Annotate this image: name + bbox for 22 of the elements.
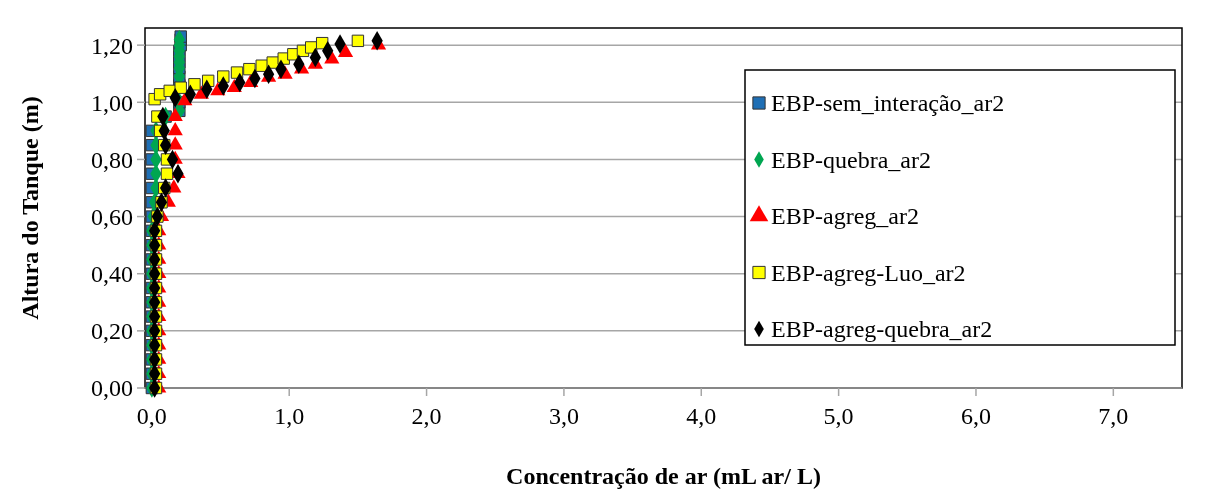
x-tick-label: 5,0 [823, 403, 854, 429]
x-tick-label: 0,0 [136, 403, 167, 429]
legend-label: EBP-agreg-quebra_ar2 [771, 316, 993, 343]
x-tick-label: 1,0 [274, 403, 305, 429]
y-tick-label: 1,00 [91, 89, 133, 116]
y-tick-label: 0,00 [91, 375, 133, 402]
y-axis-title: Altura do Tanque (m) [17, 96, 43, 320]
x-tick-label: 4,0 [686, 403, 717, 429]
y-tick-label: 0,40 [91, 261, 133, 288]
legend-label: EBP-agreg-Luo_ar2 [771, 259, 966, 286]
legend-label: EBP-sem_interação_ar2 [771, 90, 1005, 117]
legend-label: EBP-agreg_ar2 [771, 203, 919, 230]
x-tick-label: 6,0 [960, 403, 991, 429]
x-tick-label: 3,0 [548, 403, 579, 429]
legend-label: EBP-quebra_ar2 [771, 146, 931, 173]
y-tick-label: 0,20 [91, 318, 133, 345]
y-tick-label: 0,80 [91, 146, 133, 173]
y-tick-label: 0,60 [91, 203, 133, 230]
y-tick-label: 1,20 [91, 32, 133, 59]
x-tick-label: 2,0 [411, 403, 442, 429]
x-axis-title: Concentração de ar (mL ar/ L) [506, 463, 821, 489]
x-tick-label: 7,0 [1098, 403, 1129, 429]
